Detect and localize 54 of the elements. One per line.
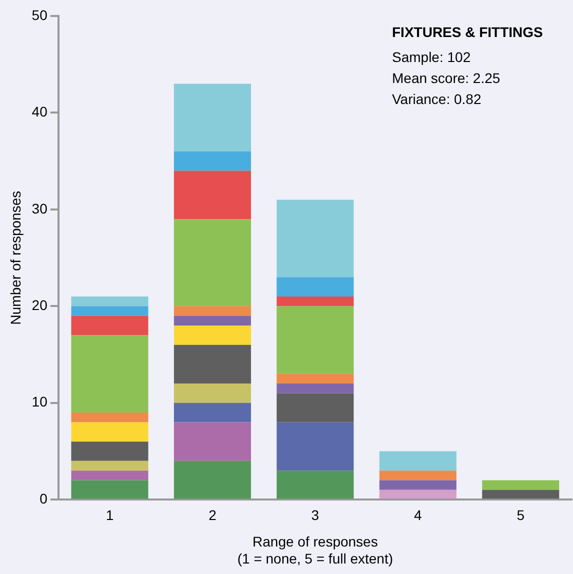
x-axis-title: Range of responses (1 = none, 5 = full extent)	[237, 534, 394, 566]
bar	[276, 200, 354, 278]
bar	[276, 393, 354, 422]
bar	[71, 470, 148, 480]
bar	[276, 374, 354, 384]
annotation: Mean score: 2.25	[392, 70, 500, 86]
bar	[174, 422, 251, 461]
y-axis-title: Number of responses	[7, 190, 24, 325]
x-tick-label: 4	[414, 506, 422, 523]
bar	[71, 296, 148, 306]
annotation: Variance: 0.82	[392, 90, 482, 107]
annotation: Sample: 102	[392, 48, 471, 65]
bar	[71, 480, 148, 499]
x-tick-label: 3	[311, 506, 320, 523]
bar	[276, 422, 354, 471]
bar	[174, 384, 251, 403]
bar	[71, 316, 148, 336]
bar	[174, 151, 251, 171]
y-tick-label: 50	[32, 6, 48, 23]
bar	[276, 277, 354, 296]
x-tick-label: 5	[516, 506, 525, 523]
bar	[71, 460, 148, 471]
bar	[174, 219, 251, 306]
bar	[379, 451, 456, 471]
y-tick-label: 0	[40, 490, 48, 506]
bar	[276, 470, 354, 499]
bar	[482, 480, 560, 490]
y-tick-label: 30	[32, 200, 48, 216]
bar	[71, 442, 148, 461]
bar	[71, 306, 148, 316]
bar	[276, 384, 354, 394]
bar	[174, 316, 251, 326]
bar	[71, 422, 148, 442]
y-tick-label: 20	[32, 297, 48, 314]
x-tick-label: 1	[106, 506, 114, 523]
bar	[174, 402, 251, 422]
x-tick-label: 2	[208, 506, 217, 523]
y-tick-label: 40	[32, 104, 48, 120]
bar	[174, 306, 251, 316]
bar	[379, 490, 456, 499]
bar	[482, 490, 560, 499]
bar	[174, 170, 251, 220]
bar	[379, 480, 456, 490]
bar	[276, 306, 354, 374]
bar	[174, 84, 251, 152]
text: FIXTURES & FITTINGS	[392, 24, 543, 40]
bar	[174, 460, 251, 499]
bar	[71, 412, 148, 422]
bar	[379, 470, 456, 480]
bar	[174, 344, 251, 384]
bar	[276, 296, 354, 306]
bar	[71, 335, 148, 413]
bar	[174, 326, 251, 345]
y-tick-label: 10	[32, 394, 48, 410]
